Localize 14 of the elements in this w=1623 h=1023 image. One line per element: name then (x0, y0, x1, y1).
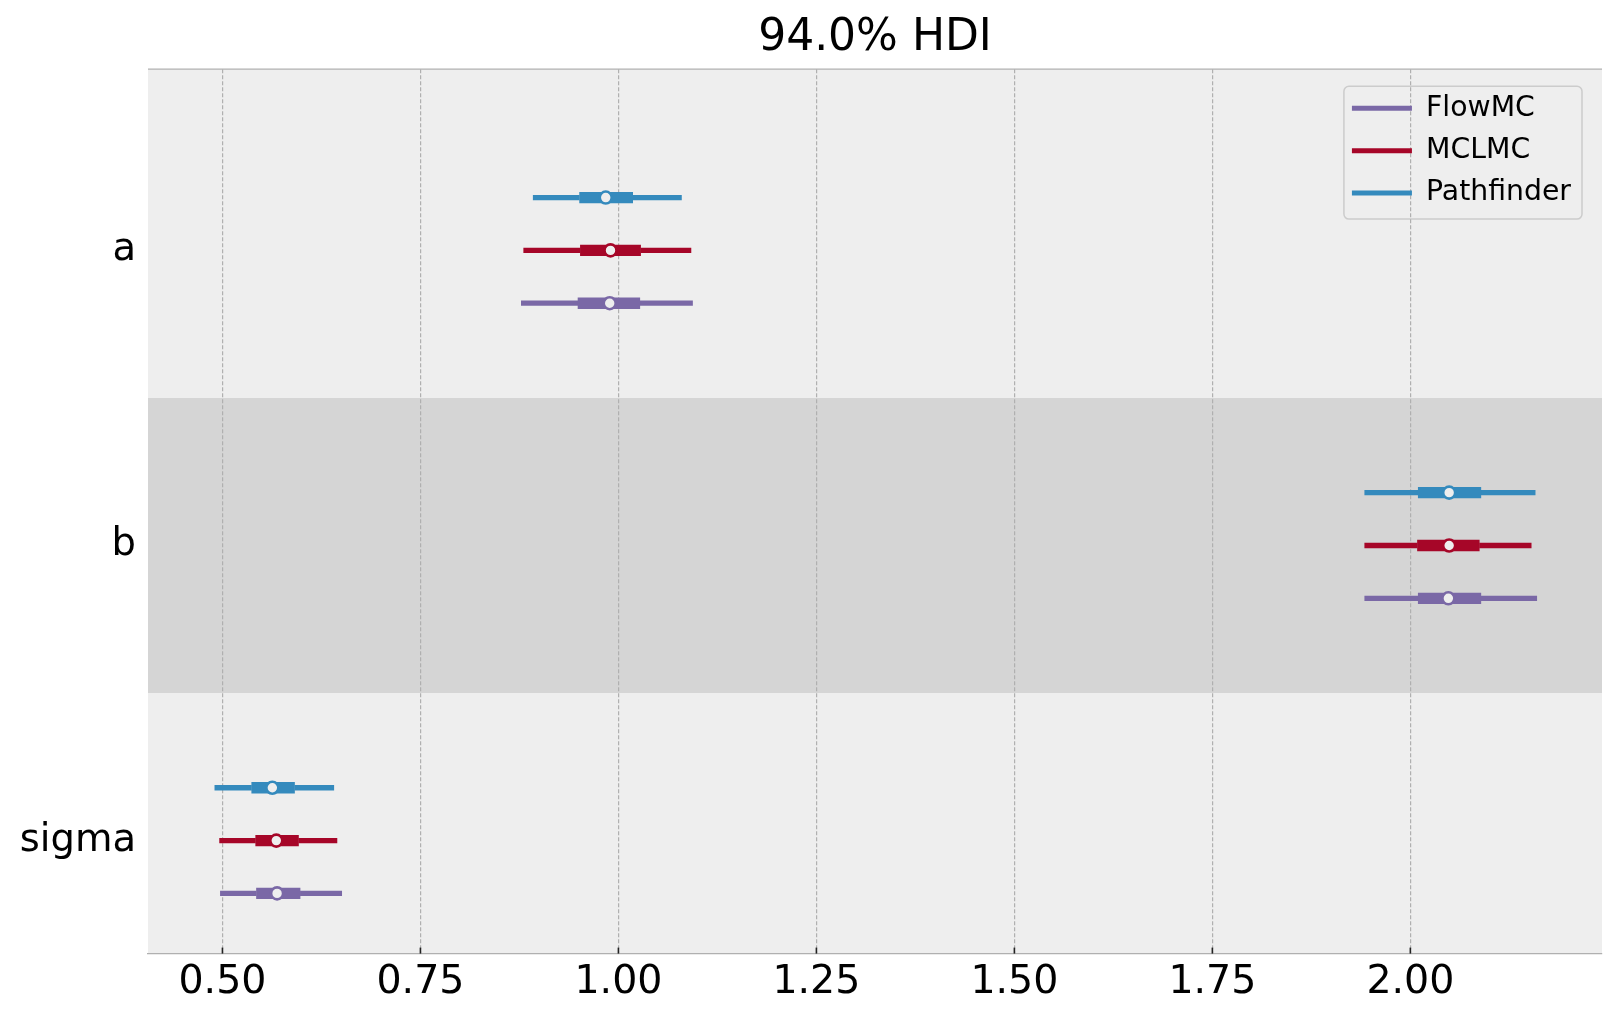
x-tick-label: 1.25 (772, 955, 861, 1002)
x-tick-label: 2.00 (1366, 955, 1455, 1002)
x-tick-label: 1.75 (1168, 955, 1257, 1002)
x-tick-label: 0.75 (376, 955, 465, 1002)
legend-label: FlowMC (1426, 89, 1535, 123)
x-tick-label: 1.50 (970, 955, 1059, 1002)
legend-label: MCLMC (1426, 132, 1531, 165)
y-tick-label: sigma (19, 814, 136, 860)
y-tick-label: a (112, 224, 136, 270)
y-tick-label: b (111, 519, 136, 565)
chart-title: 94.0% HDI (758, 9, 992, 61)
legend-label: Pathfinder (1426, 174, 1572, 208)
x-tick-label: 1.00 (574, 955, 663, 1002)
x-tick-label: 0.50 (178, 955, 267, 1002)
